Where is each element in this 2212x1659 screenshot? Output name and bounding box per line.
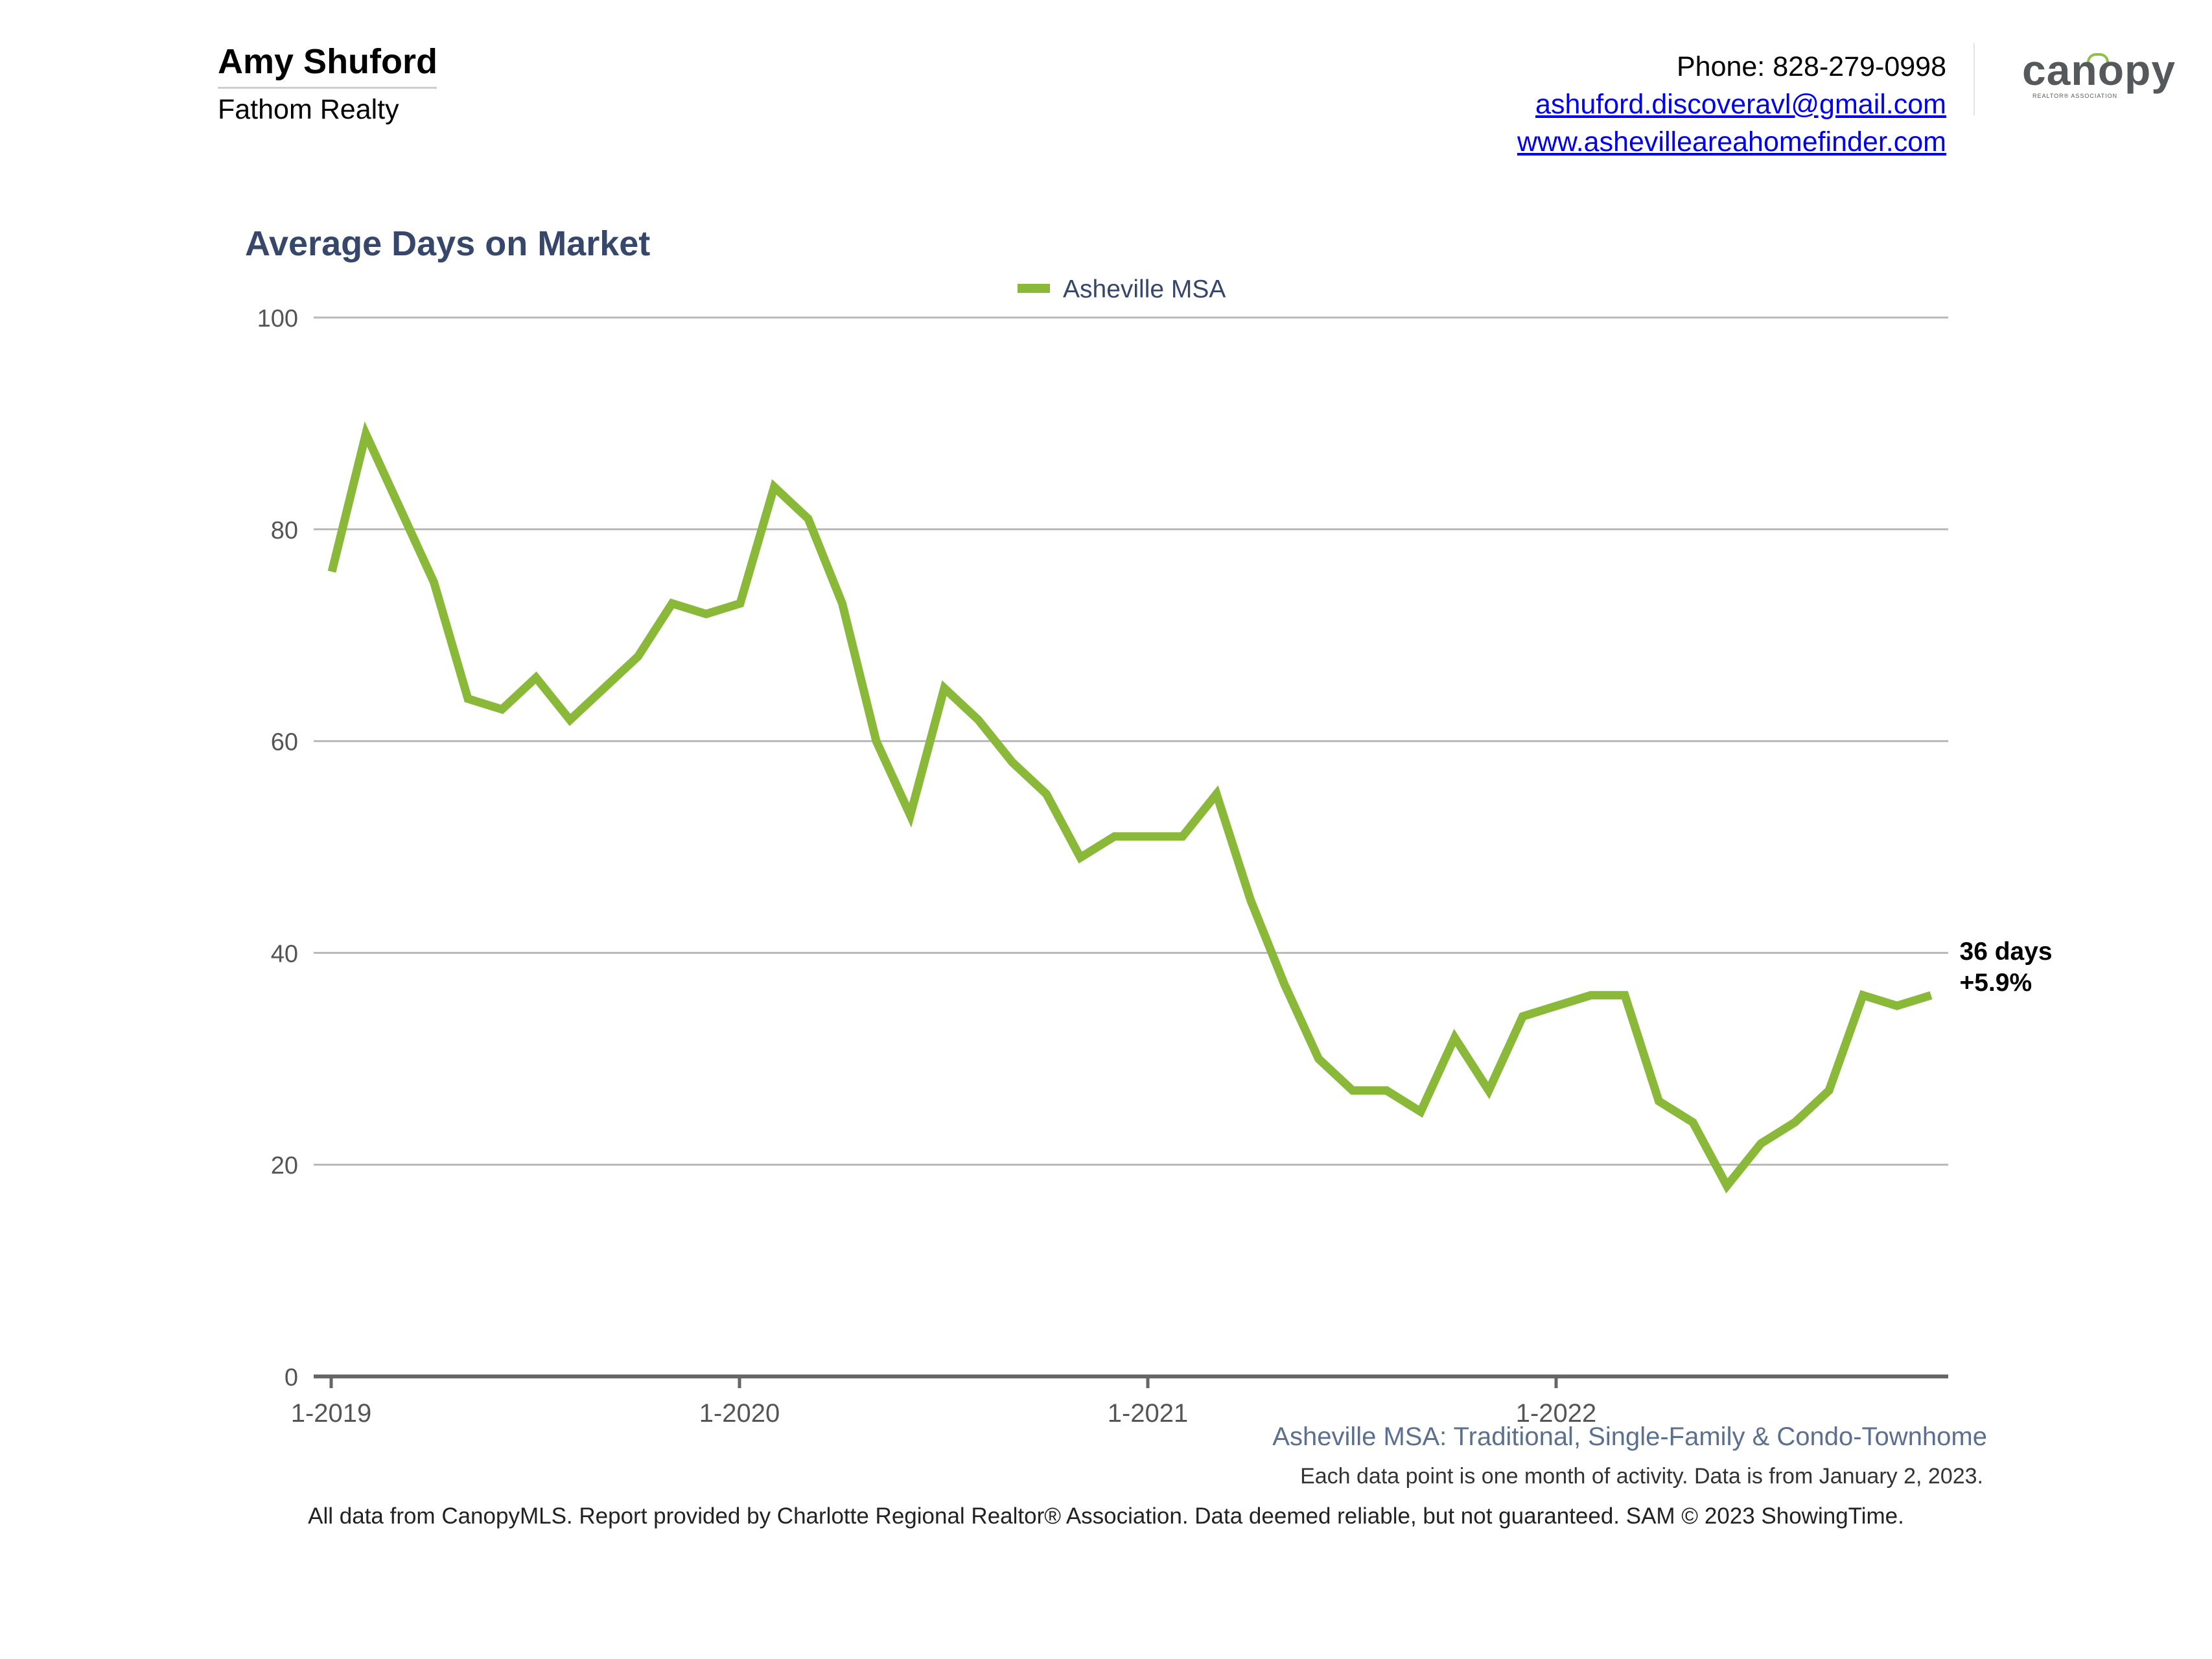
canopy-logo: canopy REALTOR® ASSOCIATION xyxy=(2022,45,2175,104)
chart-note: Each data point is one month of activity… xyxy=(1300,1464,1983,1489)
data-point xyxy=(1182,835,1184,838)
x-tick-label: 1-2022 xyxy=(1516,1399,1597,1428)
data-point xyxy=(1555,1004,1558,1007)
data-point xyxy=(1794,1121,1797,1124)
company-name: Fathom Realty xyxy=(218,94,399,125)
data-point xyxy=(433,581,436,584)
data-point xyxy=(1283,983,1286,986)
data-point xyxy=(671,602,673,605)
contact-block: Phone: 828-279-0998 ashuford.discoveravl… xyxy=(1517,48,1946,161)
footer-disclaimer: All data from CanopyMLS. Report provided… xyxy=(308,1503,1904,1529)
data-point xyxy=(1692,1121,1694,1124)
legend-label: Asheville MSA xyxy=(1063,275,1226,303)
data-point xyxy=(569,719,572,721)
data-point xyxy=(739,602,741,605)
data-point xyxy=(1419,1111,1422,1113)
data-point xyxy=(501,708,504,711)
data-point xyxy=(977,719,980,721)
logo-subtext: REALTOR® ASSOCIATION xyxy=(2032,93,2118,99)
chart-title: Average Days on Market xyxy=(245,224,651,263)
series-line-asheville-msa xyxy=(327,421,1933,1194)
phone-number: Phone: 828-279-0998 xyxy=(1676,51,1946,82)
end-change-label: +5.9% xyxy=(1960,969,2032,997)
website-link[interactable]: www.ashevilleareahomefinder.com xyxy=(1517,126,1946,157)
data-point xyxy=(1930,994,1933,997)
data-point xyxy=(773,485,776,488)
data-point xyxy=(1760,1143,1762,1145)
y-tick-label: 100 xyxy=(257,305,298,332)
data-point xyxy=(1624,994,1626,997)
agent-name-underline xyxy=(218,87,437,89)
data-point xyxy=(535,677,537,679)
y-tick-label: 80 xyxy=(271,517,298,544)
email-link[interactable]: ashuford.discoveravl@gmail.com xyxy=(1535,89,1946,120)
y-tick-label: 60 xyxy=(271,729,298,756)
data-point xyxy=(331,570,333,573)
chart-subtitle: Asheville MSA: Traditional, Single-Famil… xyxy=(1272,1422,1987,1451)
data-point xyxy=(1828,1089,1830,1092)
data-point xyxy=(1079,856,1082,859)
data-point xyxy=(1147,835,1150,838)
data-point xyxy=(1386,1089,1388,1092)
data-point xyxy=(1045,793,1048,795)
data-point xyxy=(875,740,878,743)
logo-wordmark: canopy xyxy=(2022,46,2176,94)
agent-name: Amy Shuford xyxy=(218,42,438,81)
data-point xyxy=(603,687,605,690)
data-point xyxy=(1590,994,1592,997)
data-point xyxy=(399,507,401,509)
data-point xyxy=(365,433,367,435)
data-point xyxy=(1522,1015,1524,1017)
data-point xyxy=(1351,1089,1354,1092)
end-value-label: 36 days xyxy=(1960,938,2053,966)
data-point xyxy=(1487,1089,1490,1092)
x-tick-label: 1-2021 xyxy=(1108,1399,1189,1428)
data-point xyxy=(1215,793,1218,795)
data-point xyxy=(1862,994,1865,997)
data-point xyxy=(637,655,640,658)
data-point xyxy=(1011,761,1014,763)
data-point xyxy=(841,602,844,605)
data-point xyxy=(705,613,708,616)
data-point xyxy=(467,697,469,700)
y-tick-label: 0 xyxy=(285,1364,298,1391)
data-point xyxy=(1726,1185,1729,1187)
data-point xyxy=(943,687,946,690)
logo-arc-icon xyxy=(2087,53,2109,64)
y-tick-label: 40 xyxy=(271,940,298,968)
x-tick-label: 1-2020 xyxy=(699,1399,780,1428)
data-point xyxy=(1113,835,1116,838)
header-divider xyxy=(1973,43,1975,115)
data-point xyxy=(909,814,912,817)
data-point xyxy=(1318,1058,1320,1060)
data-point xyxy=(1658,1100,1660,1102)
data-point xyxy=(1454,1036,1456,1039)
data-point xyxy=(1250,899,1252,901)
x-tick-label: 1-2019 xyxy=(291,1399,372,1428)
data-point xyxy=(1896,1004,1898,1007)
y-tick-label: 20 xyxy=(271,1152,298,1179)
data-point xyxy=(807,517,809,520)
